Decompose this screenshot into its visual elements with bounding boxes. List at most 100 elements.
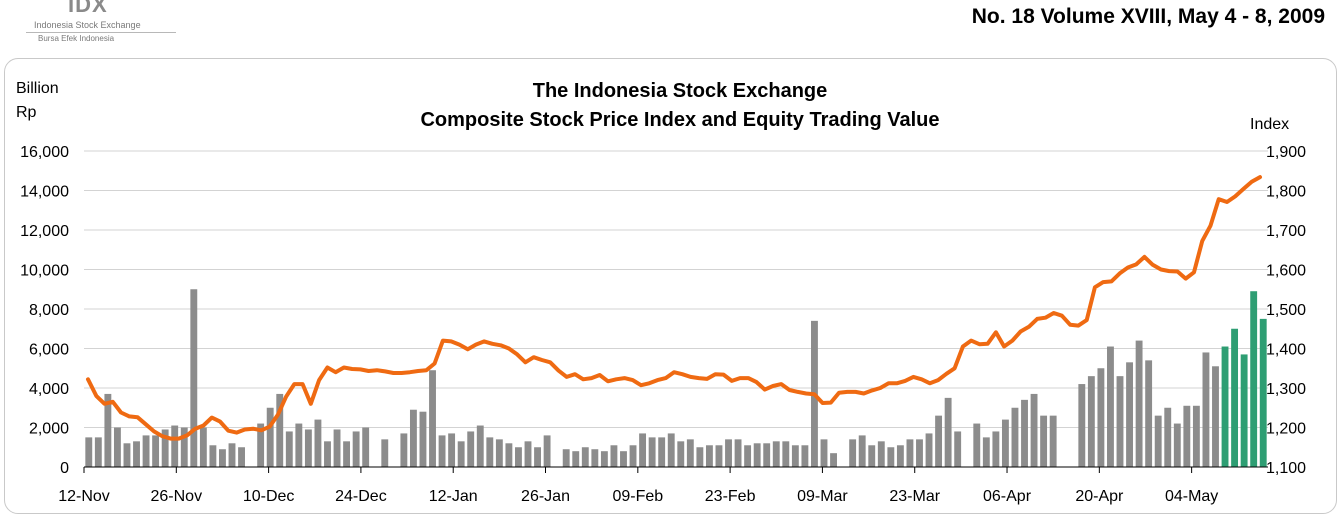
bar bbox=[982, 437, 990, 467]
right-axis-label: Index bbox=[1250, 116, 1290, 133]
bar bbox=[133, 441, 140, 467]
index-line bbox=[86, 175, 1262, 441]
bar bbox=[562, 449, 570, 467]
bar bbox=[266, 407, 274, 467]
logo-line1: Indonesia Stock Exchange bbox=[34, 20, 141, 30]
bar bbox=[94, 437, 102, 467]
bar bbox=[352, 431, 360, 467]
bar bbox=[887, 447, 895, 467]
y2-tick-label: 1,400 bbox=[1266, 342, 1306, 359]
y2-tick-label: 1,200 bbox=[1266, 421, 1306, 438]
bar bbox=[849, 439, 857, 467]
y-tick-label: 6,000 bbox=[29, 342, 69, 359]
y2-tick-label: 1,500 bbox=[1266, 302, 1306, 319]
bar bbox=[906, 439, 914, 467]
bar bbox=[1078, 384, 1086, 467]
bar bbox=[1087, 376, 1095, 467]
idx-logo: IDX Indonesia Stock Exchange Bursa Efek … bbox=[22, 0, 182, 48]
bar bbox=[753, 443, 761, 467]
bar bbox=[925, 433, 933, 467]
bar bbox=[1001, 419, 1009, 467]
y2-tick-label: 1,100 bbox=[1266, 460, 1306, 477]
bar bbox=[276, 393, 284, 467]
x-tick-label: 06-Apr bbox=[983, 488, 1032, 505]
x-tick-label: 20-Apr bbox=[1075, 488, 1124, 505]
bar bbox=[600, 451, 608, 467]
bar bbox=[1049, 415, 1057, 467]
bar bbox=[782, 441, 790, 467]
bar bbox=[610, 445, 618, 467]
y2-tick-label: 1,900 bbox=[1266, 144, 1306, 161]
bar bbox=[763, 443, 771, 467]
y-tick-label: 4,000 bbox=[29, 381, 69, 398]
bar bbox=[1231, 328, 1239, 467]
bar bbox=[171, 425, 179, 467]
bar bbox=[304, 429, 312, 467]
bar bbox=[1011, 407, 1019, 467]
bar bbox=[1097, 368, 1105, 467]
bar bbox=[744, 445, 752, 467]
chart-frame bbox=[4, 58, 1337, 514]
x-tick-label: 09-Mar bbox=[797, 488, 848, 505]
bar bbox=[1221, 346, 1229, 467]
y-tick-label: 16,000 bbox=[20, 144, 69, 161]
y-tick-label: 14,000 bbox=[20, 184, 69, 201]
bar bbox=[238, 447, 245, 467]
bar bbox=[219, 449, 226, 467]
bar bbox=[505, 443, 513, 467]
y2-tick-label: 1,700 bbox=[1266, 223, 1306, 240]
bar bbox=[438, 435, 446, 467]
bar bbox=[324, 441, 331, 467]
bar bbox=[705, 445, 713, 467]
issue-label: No. 18 Volume XVIII, May 4 - 8, 2009 bbox=[971, 5, 1325, 28]
y2-tick-label: 1,300 bbox=[1266, 381, 1306, 398]
bar bbox=[620, 451, 627, 467]
logo-rule bbox=[26, 32, 176, 33]
bar bbox=[295, 423, 303, 467]
bar bbox=[772, 441, 780, 467]
bar bbox=[152, 435, 160, 467]
bar bbox=[725, 439, 732, 467]
bar bbox=[180, 427, 188, 467]
bar bbox=[1135, 340, 1143, 467]
x-tick-label: 12-Jan bbox=[429, 488, 478, 505]
y-tick-label: 2,000 bbox=[29, 421, 69, 438]
bar bbox=[830, 453, 837, 467]
bar bbox=[572, 451, 580, 467]
bar bbox=[486, 437, 494, 467]
bar bbox=[954, 431, 962, 467]
bar bbox=[801, 445, 809, 467]
bar bbox=[1183, 405, 1191, 467]
x-tick-label: 04-May bbox=[1165, 488, 1218, 505]
bar bbox=[1154, 415, 1162, 467]
bar bbox=[715, 445, 723, 467]
bar bbox=[343, 441, 351, 467]
bar bbox=[534, 447, 541, 467]
bar bbox=[495, 439, 503, 467]
logo-mark: IDX bbox=[68, 0, 108, 17]
x-tick-label: 26-Nov bbox=[151, 488, 203, 505]
bar bbox=[658, 437, 666, 467]
bar bbox=[113, 427, 121, 467]
bar bbox=[381, 439, 389, 467]
y-tick-label: 10,000 bbox=[20, 263, 69, 280]
bar bbox=[190, 289, 198, 467]
y-tick-label: 0 bbox=[60, 460, 69, 477]
bar bbox=[429, 370, 436, 467]
bar bbox=[285, 431, 293, 467]
bar bbox=[667, 433, 675, 467]
x-tick-label: 10-Dec bbox=[243, 488, 295, 505]
chart-subtitle: Composite Stock Price Index and Equity T… bbox=[420, 109, 940, 131]
bar bbox=[1212, 366, 1219, 467]
x-tick-label: 26-Jan bbox=[521, 488, 570, 505]
bar bbox=[629, 445, 637, 467]
left-axis-label-line2: Rp bbox=[16, 104, 37, 121]
bar bbox=[228, 443, 236, 467]
bar bbox=[1107, 346, 1114, 467]
bar bbox=[581, 447, 589, 467]
y2-tick-label: 1,800 bbox=[1266, 184, 1306, 201]
bar bbox=[1164, 407, 1172, 467]
bar bbox=[1145, 360, 1153, 467]
bar bbox=[448, 433, 456, 467]
